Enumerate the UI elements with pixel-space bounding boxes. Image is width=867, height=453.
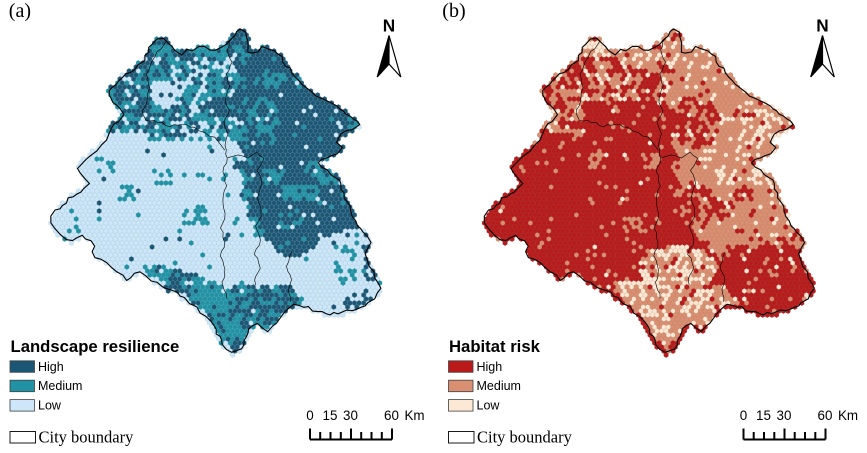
svg-text:30: 30 <box>343 408 358 423</box>
svg-text:Medium: Medium <box>38 379 82 393</box>
svg-text:High: High <box>477 360 503 374</box>
svg-text:0: 0 <box>306 408 313 423</box>
svg-text:30: 30 <box>777 408 792 423</box>
svg-text:60: 60 <box>818 408 833 423</box>
svg-text:Medium: Medium <box>477 379 521 393</box>
svg-text:Km: Km <box>838 408 858 423</box>
svg-text:60: 60 <box>384 408 399 423</box>
svg-text:N: N <box>816 16 828 36</box>
svg-text:15: 15 <box>323 408 338 423</box>
svg-text:Km: Km <box>405 408 425 423</box>
svg-text:City boundary: City boundary <box>39 428 135 447</box>
svg-text:Landscape resilience: Landscape resilience <box>11 337 180 356</box>
svg-text:15: 15 <box>756 408 771 423</box>
svg-text:N: N <box>383 16 395 36</box>
svg-text:Habitat risk: Habitat risk <box>449 337 541 356</box>
svg-text:High: High <box>38 360 64 374</box>
svg-text:(a): (a) <box>9 0 31 22</box>
svg-text:City boundary: City boundary <box>477 428 573 447</box>
svg-text:Low: Low <box>38 399 62 413</box>
svg-text:Low: Low <box>477 399 501 413</box>
svg-text:0: 0 <box>740 408 747 423</box>
svg-text:(b): (b) <box>442 0 465 22</box>
